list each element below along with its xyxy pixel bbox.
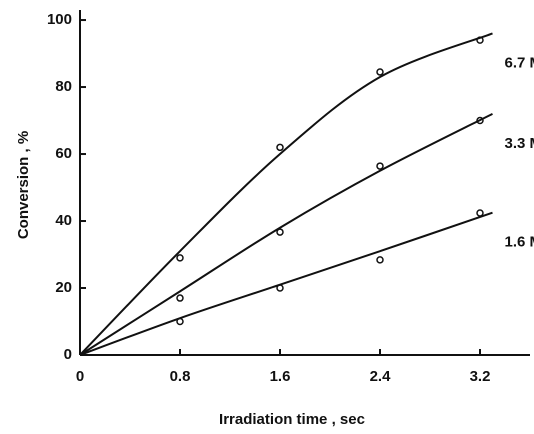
series-label: 1.6 Mrad/sec — [505, 234, 534, 251]
y-tick-label: 20 — [55, 279, 72, 296]
x-axis-label: Irradiation time , sec — [219, 411, 365, 428]
x-tick-label: 1.6 — [270, 368, 291, 385]
x-tick-label: 3.2 — [470, 368, 491, 385]
x-tick-label: 0.8 — [170, 368, 191, 385]
data-point — [176, 317, 184, 326]
data-point — [276, 228, 284, 236]
data-point — [276, 284, 284, 292]
fit-curve — [79, 32, 493, 356]
fit-curve — [79, 211, 493, 356]
y-tick-label: 40 — [55, 212, 72, 229]
y-axis-label: Conversion , % — [15, 131, 32, 239]
data-point — [176, 294, 184, 302]
y-tick-label: 60 — [55, 145, 72, 162]
series-label: 6.7 Mrad/sec — [505, 54, 534, 71]
x-tick-label: 0 — [76, 368, 84, 385]
data-point — [476, 209, 484, 217]
data-point — [476, 36, 484, 44]
data-point — [376, 68, 384, 76]
fit-curve — [79, 112, 493, 356]
y-tick-label: 100 — [47, 11, 72, 28]
series-label: 3.3 Mrad/sec — [505, 135, 534, 152]
data-point — [476, 116, 484, 125]
data-point — [176, 254, 184, 262]
x-tick-label: 2.4 — [370, 368, 392, 385]
data-point — [376, 162, 384, 170]
y-tick-label: 0 — [64, 346, 72, 363]
data-point — [276, 143, 284, 152]
data-point — [376, 256, 384, 264]
y-tick-label: 80 — [55, 78, 72, 95]
